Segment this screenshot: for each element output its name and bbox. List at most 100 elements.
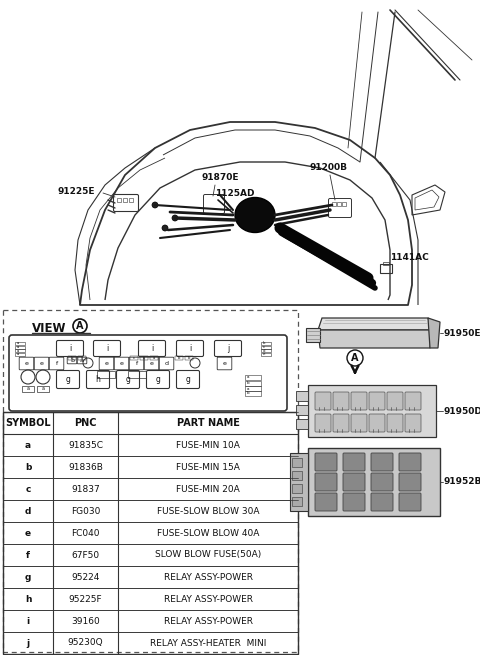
Text: 91837: 91837: [71, 485, 100, 493]
Bar: [3, 632, 298, 654]
Text: FG030: FG030: [71, 506, 100, 515]
Text: a: a: [25, 441, 31, 449]
Bar: [123, 198, 127, 202]
Polygon shape: [318, 318, 432, 330]
Bar: [185, 356, 193, 360]
Text: g: g: [126, 375, 131, 384]
Text: c: c: [25, 485, 31, 493]
Bar: [130, 356, 138, 360]
Bar: [296, 419, 308, 429]
Bar: [261, 342, 271, 345]
FancyBboxPatch shape: [369, 414, 385, 432]
Text: e: e: [105, 361, 108, 366]
Text: b: b: [247, 392, 250, 396]
Text: 91950E: 91950E: [443, 329, 480, 337]
Text: b: b: [71, 356, 73, 360]
Text: a: a: [153, 356, 155, 360]
Text: a: a: [17, 348, 19, 352]
Bar: [3, 522, 298, 544]
Text: i: i: [189, 344, 191, 353]
Text: RELAY ASSY-POWER: RELAY ASSY-POWER: [164, 616, 252, 626]
FancyBboxPatch shape: [333, 414, 349, 432]
FancyBboxPatch shape: [315, 473, 337, 491]
FancyBboxPatch shape: [399, 493, 421, 511]
Bar: [3, 588, 298, 610]
Text: c: c: [143, 356, 145, 360]
Bar: [245, 381, 261, 386]
Text: 91950D: 91950D: [443, 407, 480, 415]
Text: f: f: [26, 550, 30, 559]
Circle shape: [172, 215, 178, 221]
Text: FUSE-MIN 15A: FUSE-MIN 15A: [176, 462, 240, 472]
Bar: [245, 386, 261, 391]
Text: b: b: [188, 356, 190, 360]
FancyBboxPatch shape: [371, 473, 393, 491]
Text: e: e: [150, 361, 154, 366]
Text: RELAY ASSY-POWER: RELAY ASSY-POWER: [164, 572, 252, 582]
Bar: [15, 349, 25, 352]
FancyBboxPatch shape: [315, 493, 337, 511]
Text: A: A: [76, 321, 84, 331]
Bar: [22, 386, 34, 392]
Text: i: i: [106, 344, 108, 353]
Text: j: j: [227, 344, 229, 353]
FancyBboxPatch shape: [315, 414, 331, 432]
Text: g: g: [156, 375, 160, 384]
FancyBboxPatch shape: [315, 392, 331, 410]
Bar: [117, 198, 121, 202]
Text: d: d: [263, 348, 265, 352]
Text: a: a: [81, 356, 83, 360]
Bar: [3, 478, 298, 500]
Text: 67F50: 67F50: [72, 550, 99, 559]
Text: b: b: [70, 358, 74, 363]
Bar: [245, 375, 261, 380]
Text: 91200B: 91200B: [310, 162, 348, 172]
Text: e: e: [120, 361, 123, 366]
Polygon shape: [308, 448, 440, 516]
Text: j: j: [26, 639, 30, 648]
Text: FUSE-MIN 10A: FUSE-MIN 10A: [176, 441, 240, 449]
Text: i: i: [26, 616, 30, 626]
Text: g: g: [66, 375, 71, 384]
Bar: [3, 412, 298, 434]
Text: SYMBOL: SYMBOL: [5, 418, 51, 428]
Text: 95225F: 95225F: [69, 595, 102, 603]
Text: h: h: [96, 375, 100, 384]
Text: FC040: FC040: [71, 529, 100, 538]
Polygon shape: [306, 328, 320, 342]
Bar: [261, 345, 271, 348]
Text: 1125AD: 1125AD: [215, 189, 254, 198]
FancyBboxPatch shape: [405, 392, 421, 410]
Text: b: b: [247, 381, 250, 386]
Bar: [3, 544, 298, 566]
FancyBboxPatch shape: [405, 414, 421, 432]
Bar: [175, 356, 183, 360]
Text: g: g: [25, 572, 31, 582]
Bar: [383, 262, 389, 265]
Text: 91870E: 91870E: [202, 174, 240, 183]
Polygon shape: [290, 453, 308, 511]
Bar: [380, 264, 392, 273]
Circle shape: [152, 202, 158, 208]
Text: a: a: [247, 375, 250, 379]
FancyBboxPatch shape: [343, 493, 365, 511]
Text: a: a: [41, 386, 45, 392]
Bar: [292, 458, 302, 467]
Text: i: i: [151, 344, 153, 353]
FancyBboxPatch shape: [343, 473, 365, 491]
Bar: [97, 371, 115, 378]
FancyBboxPatch shape: [315, 453, 337, 471]
Ellipse shape: [235, 198, 275, 233]
Text: a: a: [26, 386, 29, 392]
FancyBboxPatch shape: [387, 392, 403, 410]
Polygon shape: [428, 318, 440, 348]
Text: a: a: [17, 341, 19, 345]
Bar: [3, 412, 298, 654]
FancyBboxPatch shape: [399, 453, 421, 471]
Bar: [292, 497, 302, 506]
Text: a: a: [17, 345, 19, 349]
Text: 95224: 95224: [72, 572, 100, 582]
Text: b: b: [25, 462, 31, 472]
Bar: [3, 434, 298, 456]
Polygon shape: [308, 385, 436, 437]
